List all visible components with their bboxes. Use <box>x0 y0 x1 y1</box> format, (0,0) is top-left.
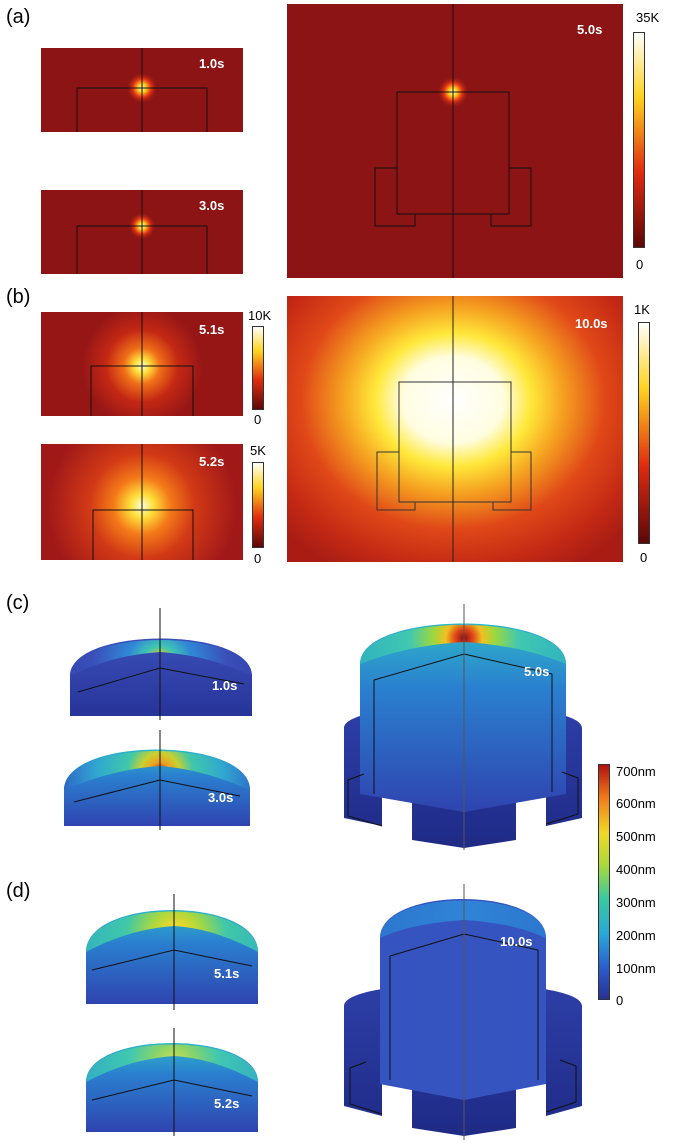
temperature-colorbar-b3 <box>638 322 650 544</box>
time-label-c-3: 5.0s <box>524 664 549 679</box>
time-label-c-1: 1.0s <box>212 678 237 693</box>
colorbar-a-min: 0 <box>636 257 644 272</box>
displacement-tick-300: 300nm <box>616 895 656 910</box>
displacement-tick-0: 0 <box>616 993 624 1008</box>
time-label-b-3: 10.0s <box>575 316 608 331</box>
displacement-tick-200: 200nm <box>616 928 656 943</box>
colorbar-b2-max: 5K <box>250 443 266 458</box>
deformation-3d-c-5s: 5.0s <box>344 604 582 850</box>
colorbar-a-max: 35K <box>636 10 660 25</box>
colorbar-b2-min: 0 <box>254 551 262 566</box>
time-label-a-1: 1.0s <box>199 56 224 71</box>
time-label-a-3: 5.0s <box>577 22 602 37</box>
time-label-d-3: 10.0s <box>500 934 533 949</box>
displacement-tick-700: 700nm <box>616 764 656 779</box>
time-label-d-1: 5.1s <box>214 966 239 981</box>
time-label-d-2: 5.2s <box>214 1096 239 1111</box>
colorbar-b3-min: 0 <box>640 550 648 565</box>
panel-label-b: (b) <box>6 286 31 308</box>
thermal-map-b-5-2s: 5.2s <box>41 444 243 560</box>
thermal-map-a-5s: 5.0s <box>287 4 623 278</box>
temperature-colorbar-b2 <box>252 462 264 548</box>
time-label-c-2: 3.0s <box>208 790 233 805</box>
thermal-map-a-3s: 3.0s <box>41 190 243 274</box>
displacement-tick-100: 100nm <box>616 961 656 976</box>
temperature-colorbar-a <box>633 32 645 248</box>
temperature-colorbar-b1 <box>252 326 264 410</box>
displacement-colorbar <box>598 764 610 1000</box>
thermal-map-b-10s: 10.0s <box>287 296 623 562</box>
panel-label-d: (d) <box>6 880 31 902</box>
deformation-3d-d-5-1s: 5.1s <box>86 894 258 1010</box>
time-label-b-1: 5.1s <box>199 322 224 337</box>
colorbar-b1-max: 10K <box>248 308 272 323</box>
deformation-3d-d-10s: 10.0s <box>344 884 582 1140</box>
deformation-3d-c-3s: 3.0s <box>64 730 250 830</box>
time-label-a-2: 3.0s <box>199 198 224 213</box>
displacement-tick-600: 600nm <box>616 796 656 811</box>
deformation-3d-c-1s: 1.0s <box>70 608 252 720</box>
colorbar-b1-min: 0 <box>254 412 262 427</box>
thermal-map-b-5-1s: 5.1s <box>41 312 243 416</box>
displacement-tick-500: 500nm <box>616 829 656 844</box>
deformation-3d-d-5-2s: 5.2s <box>86 1028 258 1136</box>
displacement-tick-400: 400nm <box>616 862 656 877</box>
colorbar-b3-max: 1K <box>634 302 650 317</box>
panel-label-c: (c) <box>6 592 30 614</box>
thermal-map-a-1s: 1.0s <box>41 48 243 132</box>
time-label-b-2: 5.2s <box>199 454 224 469</box>
panel-label-a: (a) <box>6 6 31 28</box>
